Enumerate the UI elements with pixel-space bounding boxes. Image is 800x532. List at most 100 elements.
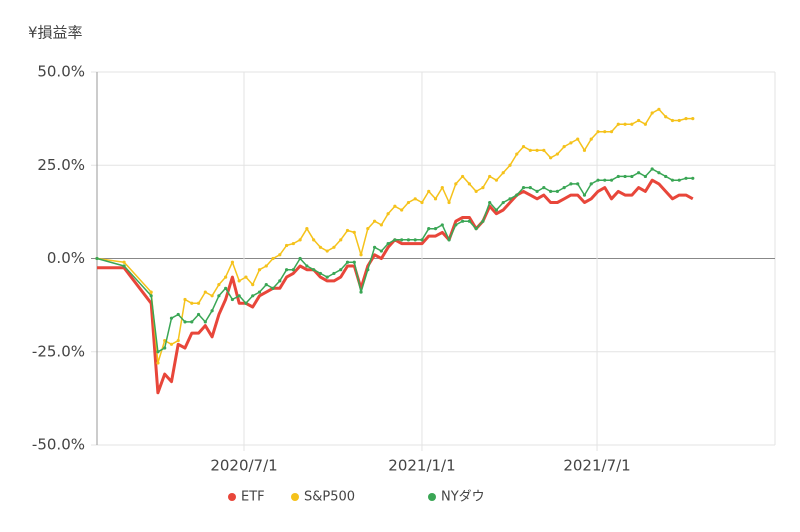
- data-point: [156, 361, 160, 365]
- data-point: [163, 346, 167, 350]
- data-point: [210, 309, 214, 313]
- data-point: [372, 245, 377, 249]
- data-point: [528, 148, 532, 152]
- data-point: [643, 122, 647, 126]
- data-point: [664, 115, 668, 119]
- data-point: [176, 312, 180, 317]
- data-point: [643, 174, 647, 179]
- data-point: [264, 283, 268, 287]
- data-point: [650, 167, 654, 171]
- data-point: [325, 275, 329, 279]
- data-point: [149, 290, 153, 294]
- data-point: [460, 174, 465, 179]
- series-line: [96, 168, 693, 353]
- data-point: [569, 182, 573, 186]
- data-point: [244, 301, 248, 305]
- data-point: [549, 156, 553, 160]
- data-point: [366, 268, 370, 272]
- data-point: [359, 253, 363, 257]
- data-point: [576, 137, 580, 141]
- legend-label: S&P500: [304, 490, 355, 505]
- data-point: [210, 294, 214, 298]
- data-point: [345, 228, 350, 233]
- data-point: [183, 297, 187, 302]
- data-point: [251, 283, 255, 287]
- data-point: [589, 137, 593, 141]
- data-point: [535, 189, 539, 193]
- data-point: [440, 223, 444, 227]
- data-point: [237, 294, 241, 298]
- data-point: [670, 178, 675, 182]
- data-point: [549, 189, 553, 193]
- data-point: [555, 152, 559, 156]
- data-point: [542, 148, 546, 152]
- data-point: [420, 200, 424, 205]
- data-point: [237, 279, 241, 283]
- data-point: [467, 219, 471, 223]
- data-point: [481, 186, 485, 190]
- data-point: [284, 243, 289, 248]
- data-point: [447, 238, 451, 242]
- data-point: [318, 271, 323, 276]
- legend-marker: [428, 493, 436, 501]
- data-point: [691, 117, 695, 121]
- data-point: [400, 238, 404, 242]
- data-point: [528, 186, 532, 190]
- data-point: [339, 268, 343, 272]
- data-point: [488, 200, 492, 205]
- data-point: [176, 338, 180, 343]
- data-point: [291, 241, 295, 246]
- data-point: [203, 290, 207, 294]
- data-point: [372, 219, 377, 223]
- data-point: [386, 212, 390, 216]
- data-point: [196, 312, 201, 317]
- data-point: [576, 182, 580, 186]
- series-line: [96, 108, 693, 364]
- data-point: [474, 189, 478, 193]
- data-point: [230, 297, 235, 302]
- data-point: [616, 174, 620, 179]
- data-point: [474, 227, 478, 231]
- data-point: [521, 145, 526, 149]
- y-axis-label: ¥損益率: [28, 24, 83, 42]
- data-point: [467, 182, 471, 186]
- data-point: [196, 301, 201, 305]
- data-point: [515, 193, 519, 197]
- data-point: [494, 178, 499, 182]
- data-point: [278, 279, 282, 283]
- data-point: [305, 264, 309, 268]
- data-point: [400, 208, 404, 212]
- data-point: [224, 286, 228, 290]
- data-point: [535, 148, 539, 152]
- x-tick-label: 2020/7/1: [210, 457, 277, 475]
- data-point: [264, 264, 268, 268]
- data-point: [122, 260, 126, 264]
- data-point: [291, 268, 295, 272]
- y-tick-label: 25.0%: [37, 156, 85, 174]
- data-point: [413, 197, 417, 201]
- data-point: [603, 130, 607, 134]
- data-point: [427, 189, 431, 193]
- data-point: [609, 178, 614, 182]
- data-point: [603, 178, 607, 182]
- data-point: [569, 141, 573, 145]
- data-point: [630, 122, 634, 126]
- data-point: [332, 245, 336, 249]
- data-point: [637, 118, 641, 123]
- data-point: [224, 275, 228, 279]
- y-tick-label: 50.0%: [37, 63, 85, 81]
- data-point: [684, 176, 688, 180]
- data-point: [312, 268, 316, 272]
- data-point: [657, 107, 661, 111]
- data-point: [427, 227, 431, 231]
- data-point: [169, 342, 174, 346]
- data-point: [325, 249, 329, 253]
- data-point: [630, 174, 634, 179]
- data-point: [257, 290, 262, 294]
- data-point: [677, 118, 681, 123]
- data-point: [596, 178, 600, 182]
- data-point: [515, 152, 519, 156]
- data-point: [359, 290, 363, 294]
- data-point: [352, 230, 356, 234]
